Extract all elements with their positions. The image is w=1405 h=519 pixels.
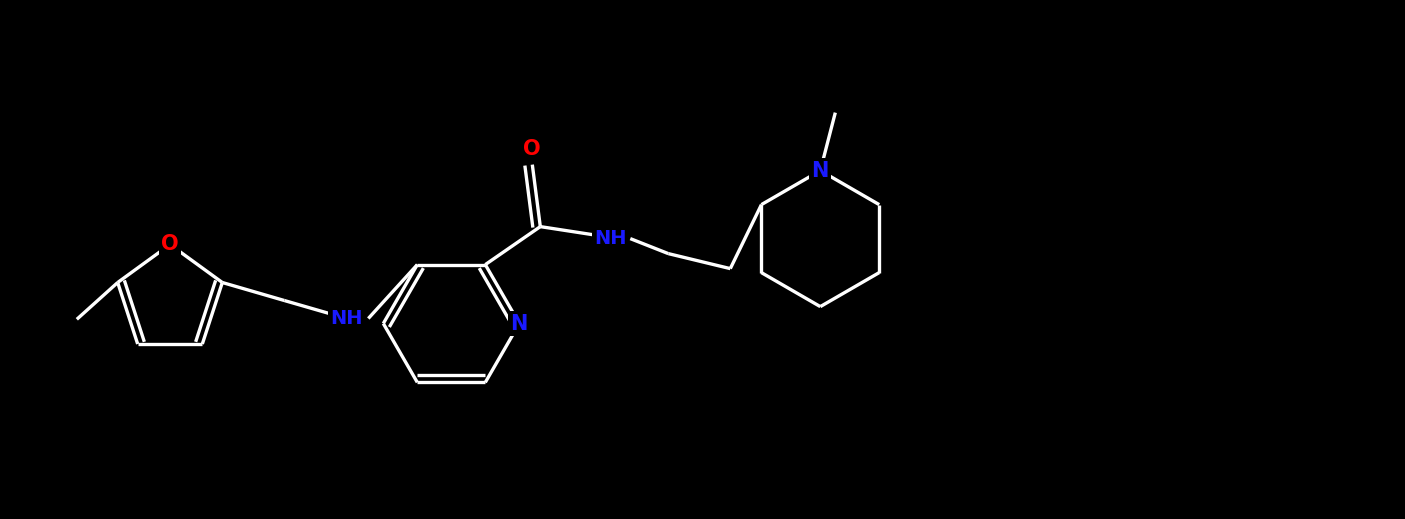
Text: O: O	[162, 235, 178, 254]
Text: N: N	[812, 160, 829, 181]
Text: N: N	[510, 313, 528, 334]
Text: NH: NH	[594, 229, 627, 248]
Text: O: O	[524, 139, 541, 159]
Text: NH: NH	[330, 309, 362, 328]
